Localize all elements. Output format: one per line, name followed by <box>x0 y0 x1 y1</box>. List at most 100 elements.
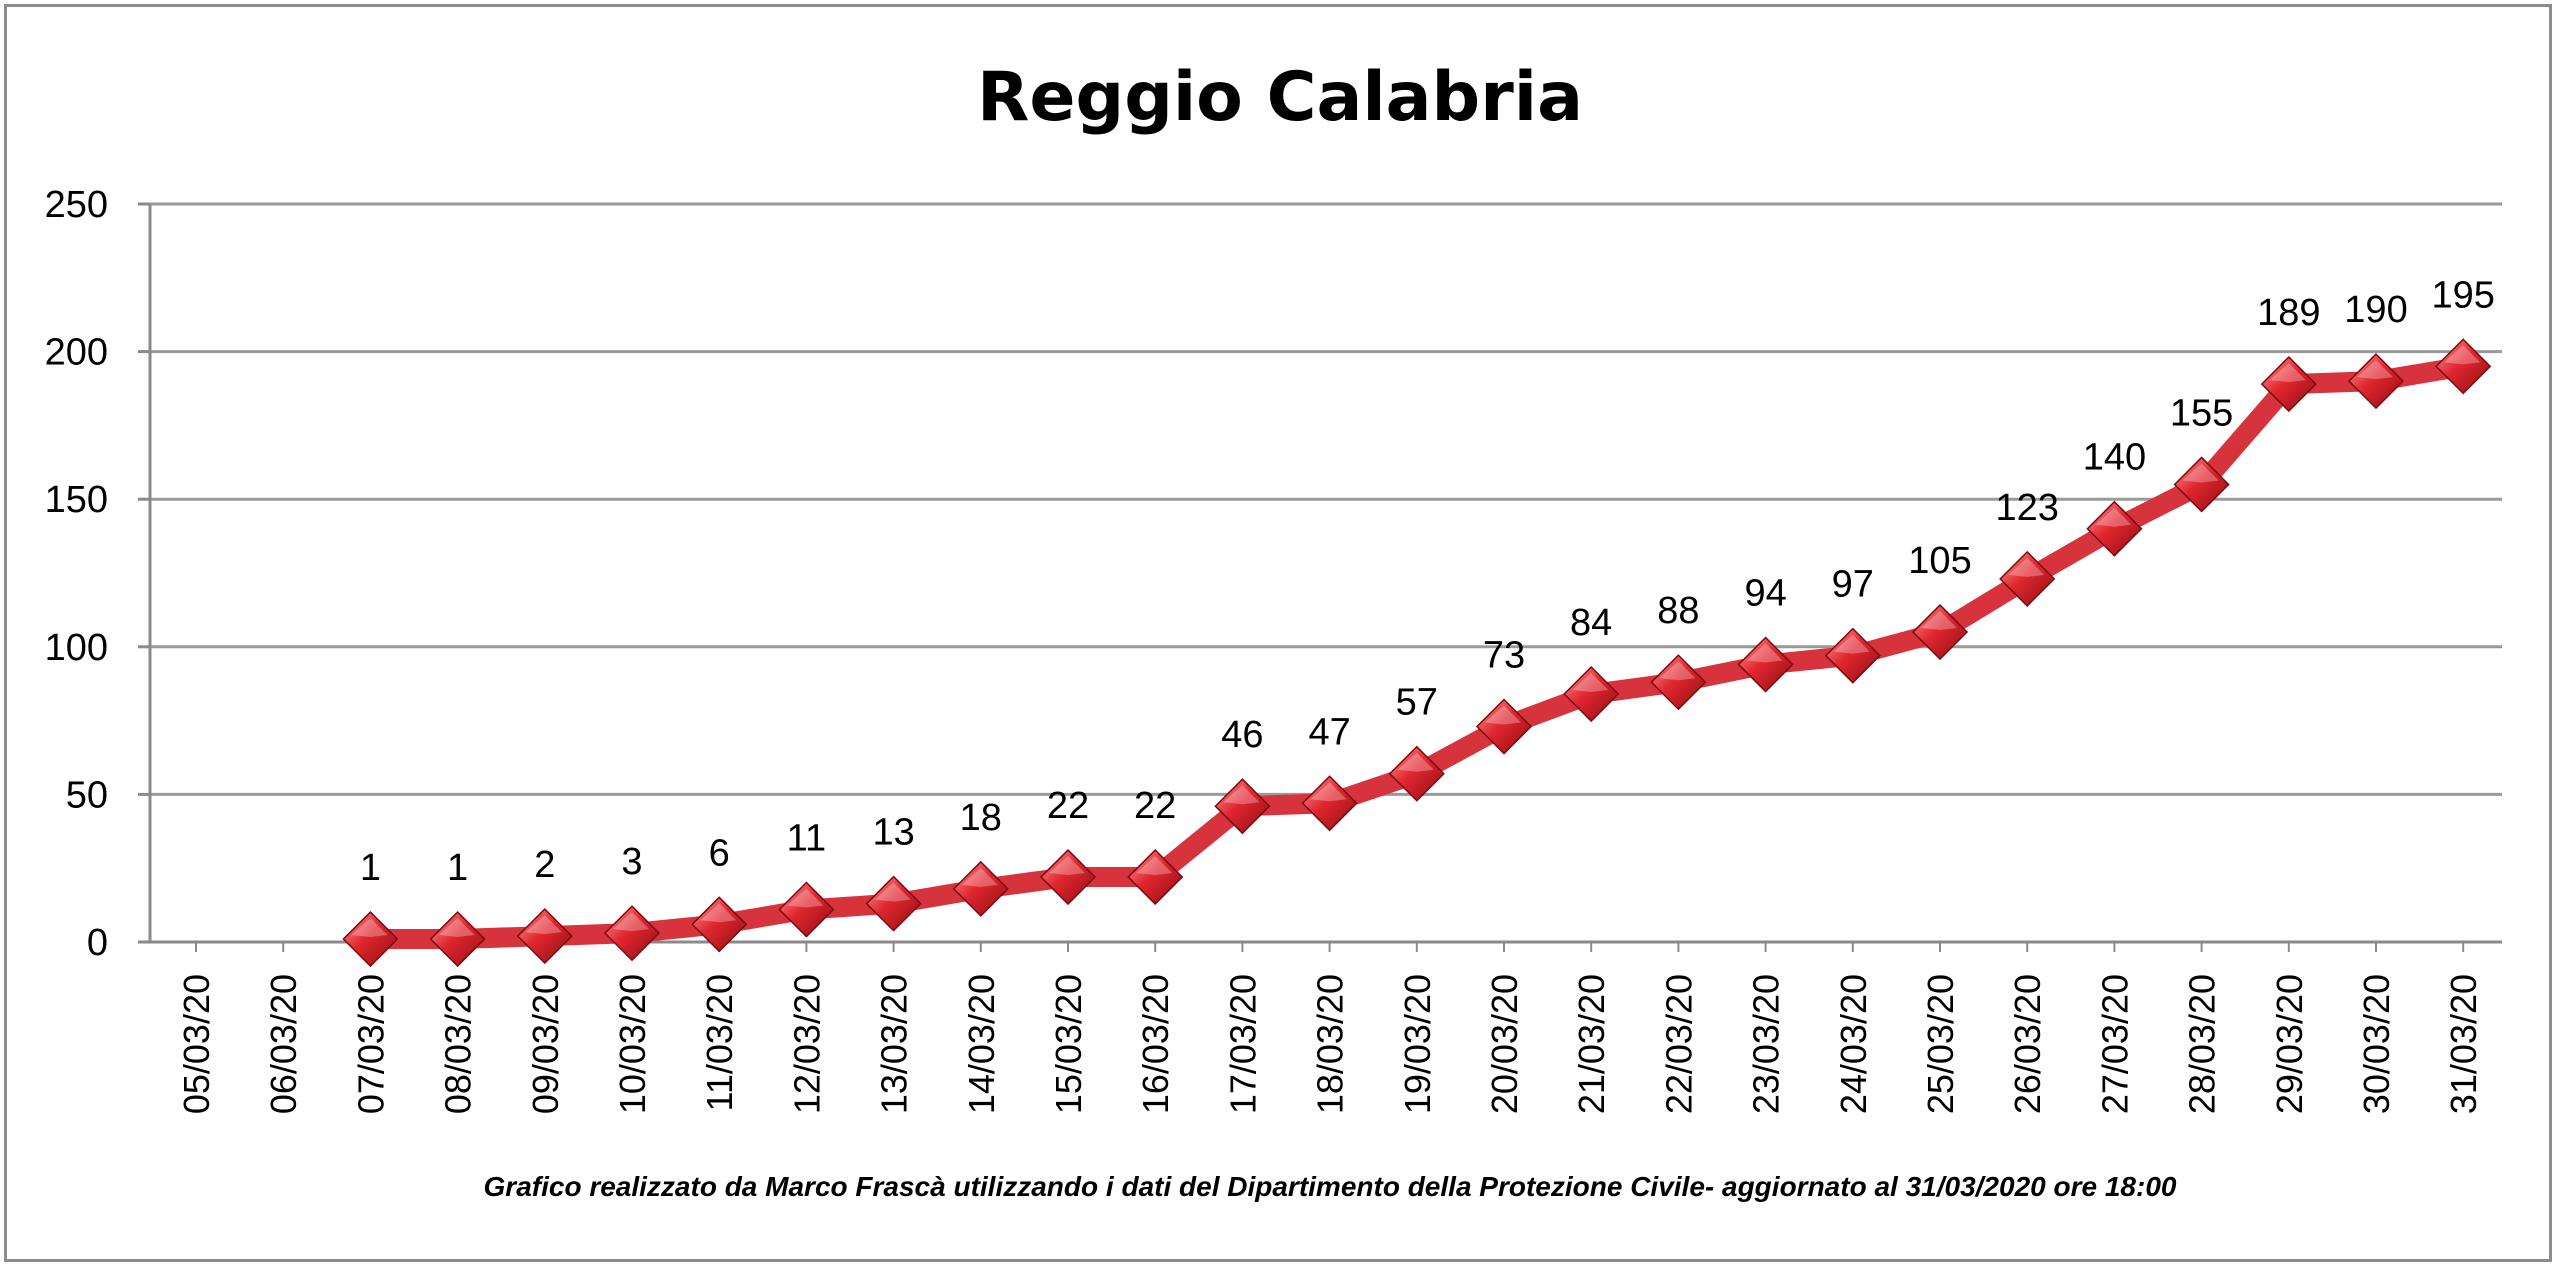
x-tick-label: 28/03/20 <box>2182 974 2223 1114</box>
series-polyline <box>360 356 2474 950</box>
x-tick-label: 15/03/20 <box>1048 974 1089 1114</box>
data-point-marker <box>1127 848 1184 906</box>
x-tick-label: 27/03/20 <box>2094 974 2135 1114</box>
data-label: 57 <box>1396 682 1438 724</box>
x-tick-label: 26/03/20 <box>2007 974 2048 1114</box>
data-label: 88 <box>1657 590 1699 632</box>
x-tick-label: 21/03/20 <box>1571 974 1612 1114</box>
x-tick-label: 08/03/20 <box>438 974 479 1114</box>
y-axis-ticks: 0 50 100 150 200 250 <box>45 184 108 964</box>
data-point-highlight <box>700 903 737 923</box>
data-label: 18 <box>960 797 1002 839</box>
data-point-highlight <box>438 918 475 938</box>
x-tick-label: 25/03/20 <box>1920 974 1961 1114</box>
x-tick-label: 30/03/20 <box>2356 974 2397 1114</box>
y-tick-label: 150 <box>45 479 108 521</box>
data-label: 46 <box>1221 714 1263 756</box>
data-point-marker <box>865 875 922 932</box>
data-point-marker <box>429 910 486 968</box>
chart-title: Reggio Calabria <box>977 58 1583 137</box>
x-tick-label: 31/03/20 <box>2443 974 2484 1114</box>
data-point-highlight <box>1572 673 1609 693</box>
y-tick-label: 250 <box>45 184 108 226</box>
x-tick-label: 18/03/20 <box>1310 974 1351 1114</box>
chart-frame <box>4 4 2552 1262</box>
data-label: 73 <box>1483 635 1525 677</box>
data-label: 195 <box>2431 274 2494 316</box>
data-label: 1 <box>360 847 381 889</box>
data-point-highlight <box>2008 557 2045 577</box>
data-point-marker <box>1999 550 2056 607</box>
data-point-marker <box>1563 665 1620 723</box>
x-tick-label: 29/03/20 <box>2269 974 2310 1114</box>
x-tick-label: 09/03/20 <box>525 974 566 1114</box>
data-point-marker <box>1214 778 1271 835</box>
data-point-highlight <box>1310 782 1347 802</box>
data-label: 47 <box>1308 711 1350 753</box>
data-point-marker <box>691 896 748 953</box>
data-label: 155 <box>2170 392 2233 434</box>
x-tick-label: 17/03/20 <box>1222 974 1263 1114</box>
data-point-highlight <box>874 882 911 902</box>
chart-footnote: Grafico realizzato da Marco Frascà utili… <box>484 1171 2177 1202</box>
data-point-marker <box>2173 456 2230 513</box>
x-tick-label: 07/03/20 <box>350 974 391 1114</box>
x-tick-label: 16/03/20 <box>1135 974 1176 1114</box>
data-point-marker <box>603 905 661 962</box>
data-point-marker <box>2086 500 2143 557</box>
data-point-highlight <box>1746 643 1783 663</box>
data-label: 140 <box>2083 437 2146 479</box>
data-point-marker <box>2347 353 2405 410</box>
data-point-marker <box>1475 698 1533 755</box>
data-label: 22 <box>1047 785 1089 827</box>
data-point-highlight <box>787 888 824 908</box>
data-point-marker <box>516 908 573 965</box>
x-tick-label: 19/03/20 <box>1397 974 1438 1114</box>
data-point-marker <box>1301 775 1358 832</box>
x-tick-label: 13/03/20 <box>874 974 915 1114</box>
data-point-highlight <box>613 912 649 932</box>
data-label: 2 <box>534 844 555 886</box>
data-point-marker <box>1039 848 1097 906</box>
data-label: 22 <box>1134 785 1176 827</box>
data-point-marker <box>1824 627 1881 684</box>
data-label: 190 <box>2344 289 2407 331</box>
data-point-highlight <box>1223 785 1260 805</box>
data-point-highlight <box>1049 856 1085 876</box>
data-point-marker <box>342 910 399 968</box>
gridlines <box>138 202 2502 952</box>
series-line <box>360 356 2474 950</box>
data-label: 94 <box>1744 573 1786 615</box>
data-label: 123 <box>1995 487 2058 529</box>
data-label: 189 <box>2257 292 2320 334</box>
x-tick-label: 24/03/20 <box>1833 974 1874 1114</box>
x-tick-label: 20/03/20 <box>1484 974 1525 1114</box>
x-tick-label: 22/03/20 <box>1658 974 1699 1114</box>
x-axis-ticks: 05/03/20 06/03/20 07/03/20 08/03/20 09/03/20… <box>176 974 2484 1114</box>
data-point-highlight <box>525 915 562 935</box>
data-label: 3 <box>621 841 642 883</box>
data-point-marker <box>2260 356 2317 413</box>
data-point-highlight <box>2357 360 2393 380</box>
data-point-marker <box>1911 603 1969 661</box>
data-label: 105 <box>1908 540 1971 582</box>
y-tick-label: 200 <box>45 332 108 374</box>
data-point-highlight <box>961 867 998 887</box>
data-point-highlight <box>1659 661 1696 681</box>
data-label: 11 <box>787 818 826 860</box>
data-point-highlight <box>1485 705 1521 725</box>
data-point-highlight <box>2444 345 2481 365</box>
data-point-highlight <box>1921 611 1957 631</box>
x-tick-label: 12/03/20 <box>786 974 827 1114</box>
data-point-highlight <box>2095 507 2132 527</box>
data-label: 84 <box>1570 602 1612 644</box>
data-point-highlight <box>1397 752 1434 772</box>
data-markers <box>342 338 2492 968</box>
data-point-marker <box>1388 745 1445 802</box>
data-point-marker <box>778 881 835 938</box>
data-label: 1 <box>447 847 468 889</box>
x-tick-label: 11/03/20 <box>699 974 740 1111</box>
data-point-highlight <box>1136 856 1173 876</box>
